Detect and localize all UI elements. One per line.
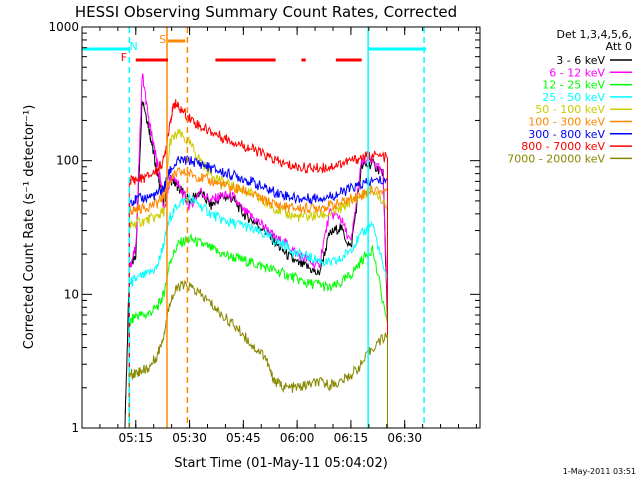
legend-header-0: Det 1,3,4,5,6, <box>556 28 632 41</box>
legend-entry-6: 300 - 800 keV <box>528 128 605 141</box>
bar-label-F: F <box>121 51 127 64</box>
legend-entry-5: 100 - 300 keV <box>528 116 605 129</box>
legend-entry-8: 7000 - 20000 keV <box>507 152 605 165</box>
vertical-markers <box>128 27 425 428</box>
series-line-4 <box>128 128 388 428</box>
x-tick-label-0: 05:15 <box>118 431 153 445</box>
x-tick-label-2: 05:45 <box>226 431 261 445</box>
series-line-1 <box>128 73 388 428</box>
footer-date: 1-May-2011 03:51 <box>563 467 636 476</box>
x-tick-label-5: 06:30 <box>387 431 422 445</box>
bar-label-N: N <box>130 40 138 53</box>
bar-label-S: S <box>159 33 166 46</box>
legend-entry-1: 6 - 12 keV <box>549 66 605 79</box>
plot-frame <box>81 26 481 429</box>
y-tick-label-2: 100 <box>56 154 79 168</box>
series-line-8 <box>128 279 388 428</box>
y-tick-label-0: 1 <box>71 421 79 435</box>
x-axis-label: Start Time (01-May-11 05:04:02) <box>174 456 388 471</box>
x-tick-label-4: 06:15 <box>334 431 369 445</box>
x-tick-label-1: 05:30 <box>172 431 207 445</box>
y-tick-label-1: 10 <box>64 287 79 301</box>
legend-entry-7: 800 - 7000 keV <box>521 140 605 153</box>
x-tick-label-3: 06:00 <box>280 431 315 445</box>
series-line-7 <box>128 99 388 428</box>
series-layer <box>124 73 388 428</box>
y-axis-label: Corrected Count Rate (s⁻¹ detector⁻¹) <box>22 105 37 350</box>
chart-title: HESSI Observing Summary Count Rates, Cor… <box>75 3 457 21</box>
y-tick-label-3: 1000 <box>48 20 79 34</box>
series-line-5 <box>128 167 388 428</box>
attenuator-bars: FN S <box>82 33 427 64</box>
axes: 05:15 05:30 05:45 06:00 06:15 06:30 1 10 100 1000 <box>48 20 480 445</box>
legend-entry-0: 3 - 6 keV <box>556 54 605 67</box>
legend-entry-2: 12 - 25 keV <box>542 79 605 92</box>
legend-entry-4: 50 - 100 keV <box>535 103 605 116</box>
series-line-6 <box>128 155 388 428</box>
series-line-2 <box>128 232 388 428</box>
series-line-3 <box>128 193 388 428</box>
legend-header-1: Att 0 <box>606 40 632 53</box>
legend-entry-3: 25 - 50 keV <box>542 91 605 104</box>
